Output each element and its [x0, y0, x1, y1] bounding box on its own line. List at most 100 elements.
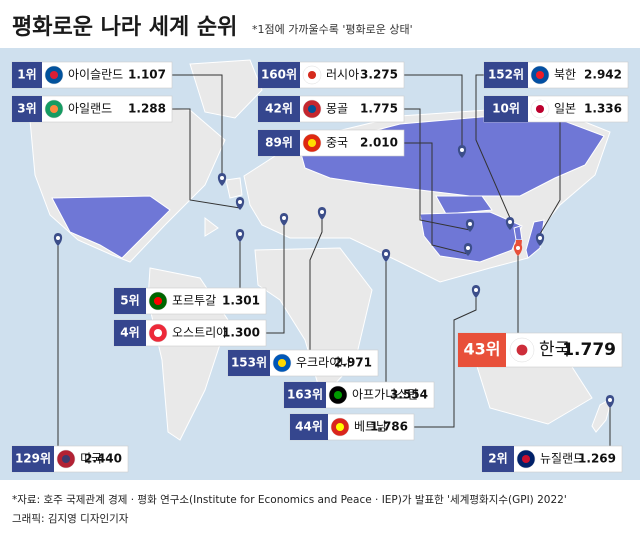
country: 한국: [539, 340, 570, 360]
rank: 163위: [287, 388, 323, 402]
rank: 129위: [15, 452, 51, 466]
pin-dot: [538, 236, 542, 240]
rank-box: [284, 382, 326, 408]
credit: 그래픽: 김지영 디자인기자: [12, 513, 129, 525]
rank: 1위: [17, 68, 36, 82]
rank: 4위: [120, 326, 139, 340]
source: *자료: 호주 국제관계 경제 · 평화 연구소(Institute for E…: [12, 493, 567, 506]
rank-box: [114, 320, 146, 346]
rank: 43위: [464, 340, 501, 359]
flag-emblem: [49, 70, 59, 80]
score: 2.971: [334, 356, 372, 370]
rank-box: [258, 62, 300, 88]
score: 1.301: [222, 294, 260, 308]
flag-emblem: [516, 344, 528, 356]
score: 1.775: [360, 102, 398, 116]
rank: 10위: [492, 102, 520, 116]
note: *1점에 가까울수록 '평화로운 상태': [252, 23, 413, 36]
rank-box: [12, 446, 54, 472]
pin-dot: [466, 246, 470, 250]
pin-dot: [56, 236, 60, 240]
country: 미국: [80, 452, 102, 466]
rank-box: [114, 288, 146, 314]
country: 베트남: [354, 420, 387, 434]
flag-emblem: [153, 296, 163, 306]
score: 1.107: [128, 68, 166, 82]
pin-dot: [608, 398, 612, 402]
leader-line: [414, 296, 477, 428]
pin-dot: [516, 246, 520, 250]
rank-box: [482, 446, 514, 472]
rank-box: [458, 333, 506, 367]
rank: 160위: [261, 68, 297, 82]
flag-emblem: [521, 454, 531, 464]
rank-box: [228, 350, 270, 376]
pin-dot: [282, 216, 286, 220]
pin-dot: [238, 232, 242, 236]
score: 3.554: [390, 388, 428, 402]
rank-box: [258, 130, 300, 156]
leader-line: [266, 224, 285, 334]
rank: 89위: [265, 136, 293, 150]
pin-dot: [220, 176, 224, 180]
leader-line: [404, 142, 469, 255]
country: 북한: [554, 68, 576, 82]
rank-box: [12, 62, 42, 88]
rank: 3위: [17, 102, 36, 116]
country: 우크라이나: [296, 356, 351, 370]
pin-dot: [384, 252, 388, 256]
country: 뉴질랜드: [540, 452, 584, 466]
country: 포르투갈: [172, 294, 216, 308]
score: 1.300: [222, 326, 260, 340]
country: 일본: [554, 102, 576, 116]
country: 몽골: [326, 102, 348, 116]
labels: 1위 아이슬란드 1.107 3위 아일랜드 1.288 160위 러시아 3.275 42위 몽골…: [11, 61, 629, 473]
pin-dot: [460, 148, 464, 152]
country: 중국: [326, 136, 348, 150]
flag-emblem: [153, 328, 163, 338]
rank: 153위: [231, 356, 267, 370]
pin-dot: [474, 288, 478, 292]
leader-line: [172, 108, 241, 209]
rank-box: [258, 96, 300, 122]
rank: 42위: [265, 102, 293, 116]
pin-dot: [468, 222, 472, 226]
rank-box: [12, 96, 42, 122]
flag-emblem: [535, 104, 545, 114]
pin-dot: [238, 200, 242, 204]
flag-emblem: [277, 358, 287, 368]
pin-dot: [320, 210, 324, 214]
flag-emblem: [335, 422, 345, 432]
country: 러시아: [326, 68, 359, 82]
flag-emblem: [307, 70, 317, 80]
score: 1.779: [562, 340, 616, 360]
flag-emblem: [49, 104, 59, 114]
leader-line: [404, 108, 471, 231]
rank-box: [484, 96, 528, 122]
leader-line: [172, 74, 223, 184]
rank-box: [290, 414, 328, 440]
country: 아일랜드: [68, 102, 112, 116]
title: 평화로운 나라 세계 순위: [12, 15, 237, 40]
score: 2.010: [360, 136, 398, 150]
rank: 2위: [488, 452, 507, 466]
flag-emblem: [333, 390, 343, 400]
score: 2.942: [584, 68, 622, 82]
score: 1.786: [370, 420, 408, 434]
score: 2.440: [84, 452, 122, 466]
score: 1.336: [584, 102, 622, 116]
flag-emblem: [535, 70, 545, 80]
country: 아프가니스탄: [352, 388, 418, 402]
rank: 152위: [488, 68, 524, 82]
rank: 44위: [295, 420, 323, 434]
score: 3.275: [360, 68, 398, 82]
pin-dot: [508, 220, 512, 224]
rank-box: [484, 62, 528, 88]
leader-line: [309, 218, 323, 350]
country: 오스트리아: [172, 326, 227, 340]
flag-emblem: [307, 104, 317, 114]
score: 1.288: [128, 102, 166, 116]
rank: 5위: [120, 294, 139, 308]
score: 1.269: [578, 452, 616, 466]
